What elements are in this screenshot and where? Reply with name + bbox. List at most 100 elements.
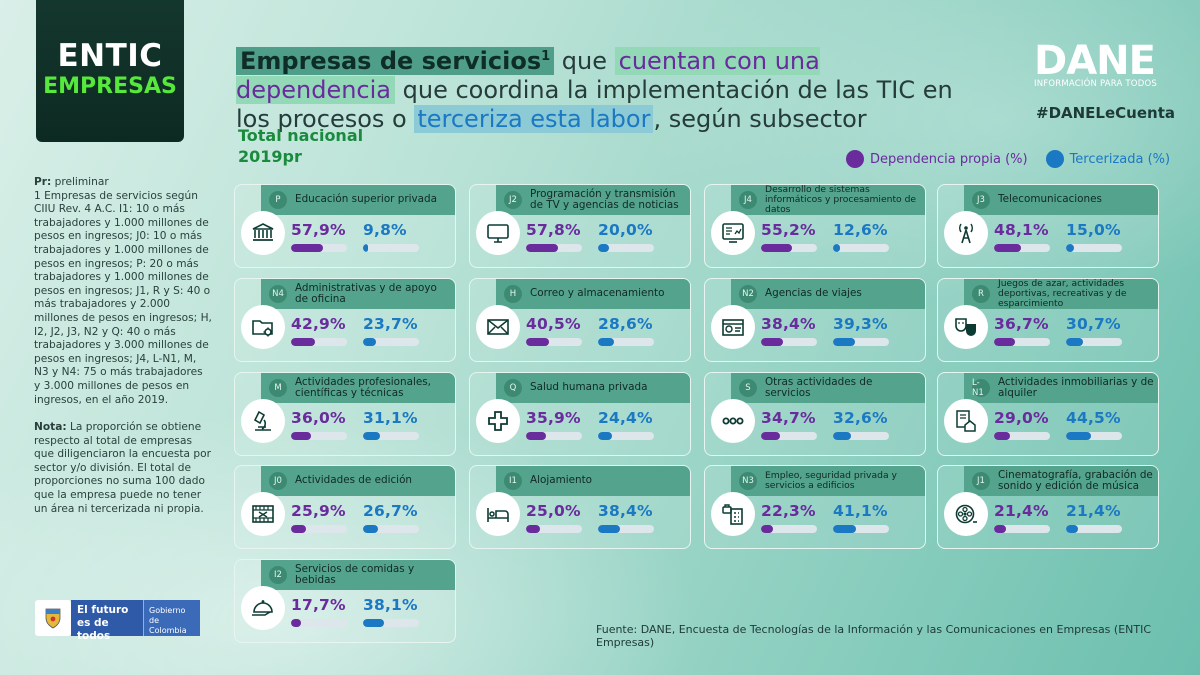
footnote: 1 Empresas de servicios según CIIU Rev. …: [34, 189, 212, 406]
sector-code: J2: [504, 191, 522, 209]
bar-track-tercerizada: [598, 432, 654, 440]
card-header: N3 Empleo, seguridad privada y servicios …: [731, 466, 925, 496]
bar-propia: [761, 432, 781, 440]
sector-name: Actividades inmobiliarias y de alquiler: [998, 375, 1154, 399]
bar-tercerizada: [1066, 432, 1091, 440]
bar-track-propia: [526, 338, 582, 346]
bar-track-tercerizada: [363, 619, 419, 627]
value-label-tercerizada: 21,4%: [1066, 502, 1121, 520]
title-highlight-subject: Empresas de servicios1: [236, 47, 555, 75]
bar-track-tercerizada: [1066, 432, 1122, 440]
card-s: S Otras actividades de servicios 34,7% 32,6…: [704, 372, 926, 456]
value-label-propia: 55,2%: [761, 221, 816, 239]
bar-tercerizada: [833, 244, 841, 252]
sector-icon-circle: [711, 211, 755, 255]
sector-name: Telecomunicaciones: [998, 193, 1102, 206]
value-label-propia: 22,3%: [761, 502, 816, 520]
bar-track-tercerizada: [363, 338, 419, 346]
sector-icon-circle: [476, 399, 520, 443]
gov-name: Gobierno de Colombia: [143, 600, 200, 636]
card-header: P Educación superior privada: [261, 185, 455, 215]
sector-code: S: [739, 379, 757, 397]
bar-track-propia: [526, 432, 582, 440]
bar-propia: [761, 525, 774, 533]
bar-propia: [526, 525, 540, 533]
bar-track-propia: [291, 619, 347, 627]
bar-track-tercerizada: [363, 525, 419, 533]
sector-code: I2: [269, 566, 287, 584]
legend-label-propia: Dependencia propia (%): [870, 151, 1028, 167]
value-label-tercerizada: 28,6%: [598, 315, 653, 333]
nota-label: Nota:: [34, 421, 67, 434]
legend-label-tercerizada: Tercerizada (%): [1069, 151, 1171, 167]
value-label-tercerizada: 38,1%: [363, 596, 418, 614]
value-label-propia: 48,1%: [994, 221, 1049, 239]
value-label-propia: 25,0%: [526, 502, 581, 520]
pr-label: Pr:: [34, 176, 52, 188]
bar-tercerizada: [363, 525, 378, 533]
value-label-propia: 36,7%: [994, 315, 1049, 333]
legend-dot-propia: [846, 150, 864, 168]
sector-code: J0: [269, 472, 287, 490]
sector-code: M: [269, 379, 287, 397]
bar-tercerizada: [1066, 338, 1084, 346]
bar-propia: [994, 338, 1015, 346]
value-label-propia: 40,5%: [526, 315, 581, 333]
sector-code: L-N1: [972, 378, 990, 398]
sector-icon-circle: [476, 305, 520, 349]
sector-icon-circle: [711, 492, 755, 536]
bar-track-tercerizada: [1066, 525, 1122, 533]
value-label-tercerizada: 9,8%: [363, 221, 407, 239]
value-label-propia: 25,9%: [291, 502, 346, 520]
bar-propia: [526, 432, 547, 440]
bar-propia: [761, 244, 792, 252]
bar-track-tercerizada: [833, 432, 889, 440]
bar-track-tercerizada: [598, 525, 654, 533]
card-p: P Educación superior privada 57,9% 9,8%: [234, 184, 456, 268]
bar-track-propia: [994, 338, 1050, 346]
medical-cross-icon: [488, 411, 508, 431]
value-label-tercerizada: 31,1%: [363, 409, 418, 427]
bar-track-tercerizada: [598, 338, 654, 346]
gov-logo: El futuro es de todos Gobierno de Colomb…: [35, 600, 200, 642]
bar-tercerizada: [598, 525, 620, 533]
value-label-tercerizada: 39,3%: [833, 315, 888, 333]
value-label-tercerizada: 30,7%: [1066, 315, 1121, 333]
title-part1: Empresas de servicios: [240, 47, 542, 75]
card-header: J2 Programación y transmisión de TV y age…: [496, 185, 690, 215]
value-label-tercerizada: 44,5%: [1066, 409, 1121, 427]
bar-track-propia: [291, 432, 347, 440]
bar-propia: [526, 244, 559, 252]
card-header: J1 Cinematografía, grabación de sonido y …: [964, 466, 1158, 496]
travel-agency-icon: [722, 319, 744, 336]
bar-tercerizada: [598, 432, 612, 440]
bar-propia: [291, 619, 301, 627]
value-label-tercerizada: 12,6%: [833, 221, 888, 239]
microscope-icon: [253, 410, 271, 431]
card-header: N2 Agencias de viajes: [731, 279, 925, 309]
sector-name: Desarrollo de sistemas informáticos y pr…: [765, 183, 917, 216]
value-label-propia: 57,8%: [526, 221, 581, 239]
bar-propia: [291, 244, 324, 252]
sector-icon-circle: [241, 211, 285, 255]
value-label-propia: 35,9%: [526, 409, 581, 427]
bar-track-propia: [526, 525, 582, 533]
card-j1: J1 Cinematografía, grabación de sonido y …: [937, 465, 1159, 549]
bar-propia: [291, 432, 312, 440]
bar-propia: [994, 432, 1011, 440]
sector-icon-circle: [241, 305, 285, 349]
sector-name: Administrativas y de apoyo de oficina: [295, 281, 437, 305]
card-header: S Otras actividades de servicios: [731, 373, 925, 403]
bar-track-tercerizada: [833, 244, 889, 252]
nota-text: La proporción se obtiene respecto al tot…: [34, 421, 211, 515]
sector-name: Servicios de comidas y bebidas: [295, 562, 415, 586]
nota: Nota: La proporción se obtiene respecto …: [34, 421, 212, 516]
value-label-propia: 17,7%: [291, 596, 346, 614]
sector-name: Programación y transmisión de TV y agenc…: [530, 187, 679, 211]
subtitle-scope: Total nacional: [238, 126, 364, 145]
antenna-icon: [959, 223, 973, 244]
bar-track-propia: [761, 338, 817, 346]
sector-icon-circle: [944, 211, 988, 255]
sector-name: Correo y almacenamiento: [530, 287, 665, 300]
card-j2: J2 Programación y transmisión de TV y age…: [469, 184, 691, 268]
